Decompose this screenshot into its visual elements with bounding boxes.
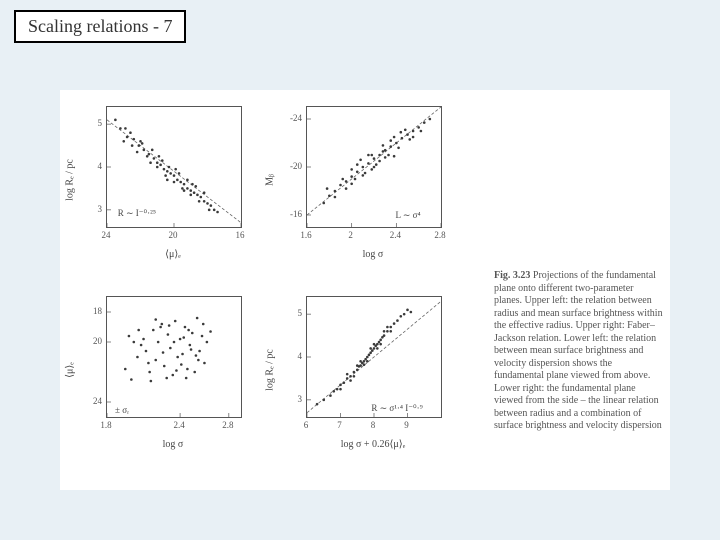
xtick-label: 8 — [358, 420, 388, 430]
xtick-label: 2.8 — [425, 230, 455, 240]
ytick-label: 4 — [88, 161, 102, 171]
xtick-label: 1.8 — [91, 420, 121, 430]
xtick-label: 2 — [336, 230, 366, 240]
slide-title-text: Scaling relations - 7 — [28, 16, 172, 36]
ytick-label: 18 — [88, 306, 102, 316]
ytick-label: -24 — [288, 113, 302, 123]
slide-title: Scaling relations - 7 — [14, 10, 186, 43]
ytick-label: -16 — [288, 209, 302, 219]
plotbox-ll: ± σᵣ — [106, 296, 242, 418]
scatter-lr — [307, 297, 441, 417]
xlabel-ll: log σ — [106, 439, 240, 450]
xtick-label: 24 — [91, 230, 121, 240]
xtick-label: 9 — [392, 420, 422, 430]
annotation-ul: R ∼ I⁻⁰·²⁵ — [118, 208, 156, 219]
plotbox-ul: R ∼ I⁻⁰·²⁵ — [106, 106, 242, 228]
xtick-label: 1.6 — [291, 230, 321, 240]
annotation-ll: ± σᵣ — [115, 405, 129, 415]
xtick-label: 20 — [158, 230, 188, 240]
scatter-ur — [307, 107, 441, 227]
ytick-label: -20 — [288, 161, 302, 171]
panel-lower-right: log Rₑ / pc R ∼ σ¹·⁴ I⁻⁰·⁹ log σ + 0.26⟨… — [270, 290, 450, 450]
ytick-label: 3 — [288, 394, 302, 404]
scatter-ll — [107, 297, 241, 417]
xtick-label: 16 — [225, 230, 255, 240]
annotation-lr: R ∼ σ¹·⁴ I⁻⁰·⁹ — [371, 403, 422, 414]
ytick-label: 5 — [88, 118, 102, 128]
ytick-label: 5 — [288, 308, 302, 318]
xlabel-ul: ⟨μ⟩ₑ — [106, 249, 240, 260]
xtick-label: 2.4 — [164, 420, 194, 430]
panel-upper-right: Mᵦ L ∼ σ⁴ log σ 1.622.42.8-16-20-24 — [270, 100, 450, 260]
ytick-label: 3 — [88, 204, 102, 214]
caption-heading: Fig. 3.23 — [494, 270, 530, 281]
xtick-label: 2.8 — [213, 420, 243, 430]
figure-area: log Rₑ / pc R ∼ I⁻⁰·²⁵ ⟨μ⟩ₑ 242016345 Mᵦ… — [60, 90, 670, 490]
ytick-label: 24 — [88, 396, 102, 406]
ytick-label: 4 — [288, 351, 302, 361]
plotbox-lr: R ∼ σ¹·⁴ I⁻⁰·⁹ — [306, 296, 442, 418]
panel-upper-left: log Rₑ / pc R ∼ I⁻⁰·²⁵ ⟨μ⟩ₑ 242016345 — [70, 100, 250, 260]
xtick-label: 6 — [291, 420, 321, 430]
ytick-label: 20 — [88, 336, 102, 346]
xlabel-ur: log σ — [306, 249, 440, 260]
xtick-label: 2.4 — [380, 230, 410, 240]
plotbox-ur: L ∼ σ⁴ — [306, 106, 442, 228]
annotation-ur: L ∼ σ⁴ — [395, 210, 420, 221]
caption-body: Projections of the fundamental plane ont… — [494, 270, 663, 431]
panel-lower-left: ⟨μ⟩ₑ ± σᵣ log σ 1.82.42.8182024 — [70, 290, 250, 450]
figure-caption: Fig. 3.23 Projections of the fundamental… — [494, 270, 664, 433]
xtick-label: 7 — [325, 420, 355, 430]
xlabel-lr: log σ + 0.26⟨μ⟩ₑ — [306, 439, 440, 450]
